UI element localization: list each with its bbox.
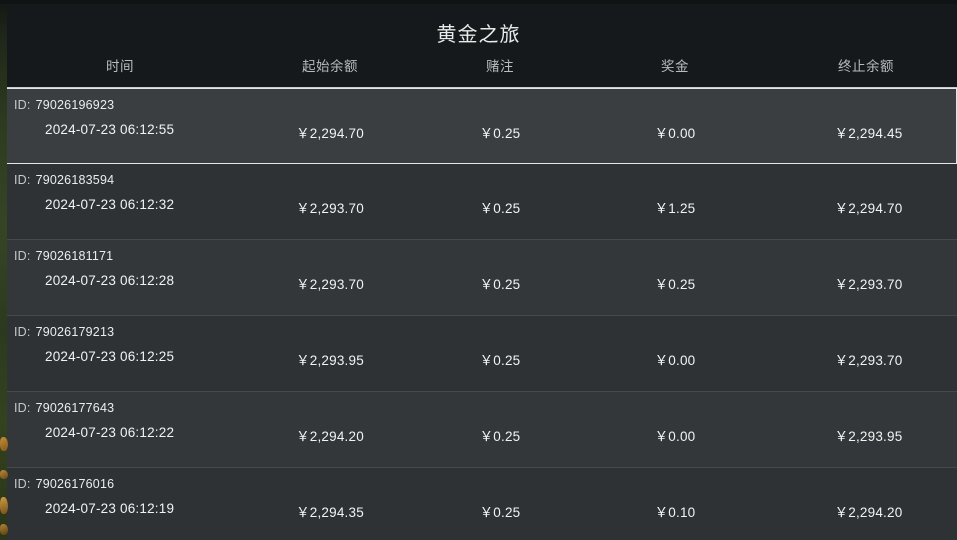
row-id-value: 79026176016 [35,477,115,491]
cell-starting-balance: ￥2,293.95 [296,353,364,368]
table-row[interactable]: ID: 79026196923 2024-07-23 06:12:55 ￥2,294.… [0,88,957,164]
history-row-list[interactable]: ID: 79026196923 2024-07-23 06:12:55 ￥2,294.… [0,88,957,540]
row-id: ID: 79026176016 [14,477,114,491]
row-id-label: ID: [14,325,31,339]
cell-ending-balance: ￥2,293.70 [834,277,903,292]
column-header-starting-balance: 起始余额 [302,59,358,74]
row-id: ID: 79026179213 [14,325,114,339]
table-row[interactable]: ID: 79026183594 2024-07-23 06:12:32 ￥2,293.… [0,164,957,240]
cell-starting-balance: ￥2,293.70 [296,201,364,216]
cell-bet: ￥0.25 [479,277,521,292]
row-id-value: 79026181171 [35,249,114,263]
cell-win: ￥0.00 [654,429,696,444]
cell-time: 2024-07-23 06:12:19 [45,501,175,516]
row-id-value: 79026179213 [35,325,115,339]
row-id-value: 79026196923 [35,98,115,112]
cell-time: 2024-07-23 06:12:22 [45,425,175,440]
column-header-win: 奖金 [661,59,689,74]
cell-win: ￥1.25 [654,201,696,216]
cell-win: ￥0.00 [654,126,696,141]
table-row[interactable]: ID: 79026177643 2024-07-23 06:12:22 ￥2,294.… [0,392,957,468]
gold-fleck-decoration [0,470,8,479]
header-divider [0,87,957,88]
table-row[interactable]: ID: 79026181171 2024-07-23 06:12:28 ￥2,293.… [0,240,957,316]
row-id: ID: 79026196923 [14,98,114,112]
panel-header: 黄金之旅 时间 起始余额 赌注 奖金 终止余额 [0,0,957,88]
column-header-bet: 赌注 [486,59,514,74]
gold-fleck-decoration [0,437,8,451]
cell-starting-balance: ￥2,293.70 [296,277,364,292]
cell-win: ￥0.10 [654,505,696,520]
table-row[interactable]: ID: 79026176016 2024-07-23 06:12:19 ￥2,294.… [0,468,957,540]
cell-ending-balance: ￥2,294.70 [834,201,903,216]
row-id-label: ID: [14,477,31,491]
table-header-row: 时间 起始余额 赌注 奖金 终止余额 [0,55,957,79]
cell-win: ￥0.25 [654,277,696,292]
cell-bet: ￥0.25 [479,505,521,520]
row-id: ID: 79026181171 [14,249,113,263]
cell-starting-balance: ￥2,294.35 [296,505,364,520]
top-chrome-sliver [0,0,957,4]
page-title: 黄金之旅 [436,24,521,46]
cell-time: 2024-07-23 06:12:55 [45,122,175,137]
cell-starting-balance: ￥2,294.20 [296,429,364,444]
cell-time: 2024-07-23 06:12:25 [45,349,175,364]
row-id-label: ID: [14,98,31,112]
table-row[interactable]: ID: 79026179213 2024-07-23 06:12:25 ￥2,293.… [0,316,957,392]
cell-ending-balance: ￥2,294.20 [834,505,903,520]
cell-time: 2024-07-23 06:12:28 [45,273,175,288]
row-id: ID: 79026177643 [14,401,114,415]
left-edge-decoration [0,0,7,540]
cell-bet: ￥0.25 [479,126,521,141]
cell-time: 2024-07-23 06:12:32 [45,197,175,212]
cell-bet: ￥0.25 [479,429,521,444]
column-header-ending-balance: 终止余额 [838,59,894,74]
row-id-label: ID: [14,249,31,263]
row-id-label: ID: [14,401,31,415]
cell-ending-balance: ￥2,294.45 [834,126,903,141]
gold-fleck-decoration [0,497,8,514]
cell-bet: ￥0.25 [479,353,521,368]
column-header-time: 时间 [106,59,134,74]
row-id-label: ID: [14,173,31,187]
cell-bet: ￥0.25 [479,201,521,216]
cell-starting-balance: ￥2,294.70 [296,126,364,141]
cell-ending-balance: ￥2,293.95 [834,429,903,444]
cell-win: ￥0.00 [654,353,696,368]
row-id-value: 79026183594 [35,173,115,187]
cell-ending-balance: ￥2,293.70 [834,353,903,368]
row-id: ID: 79026183594 [14,173,114,187]
gold-fleck-decoration [0,524,8,535]
row-id-value: 79026177643 [35,401,115,415]
